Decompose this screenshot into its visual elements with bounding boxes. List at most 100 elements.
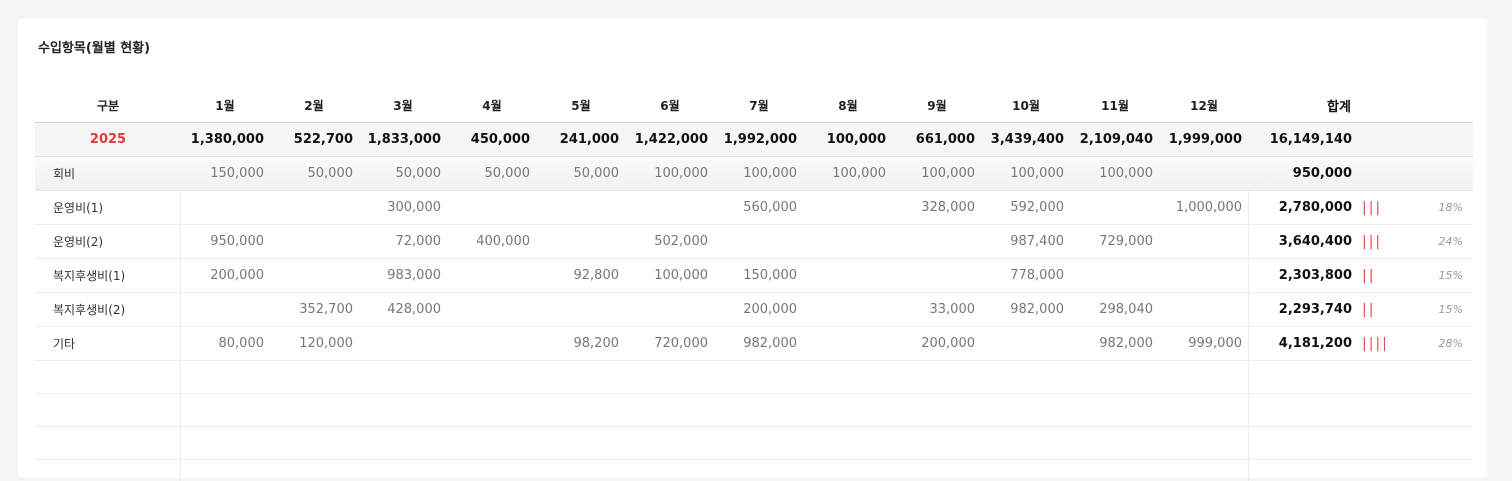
month-value [253, 259, 353, 292]
month-value: 592,000 [1010, 200, 1064, 215]
year-month-value: 2,109,040 [1079, 132, 1153, 147]
table-row[interactable]: 운영비(2) 950,000 72,000 400,000 502,000 987,400… [35, 225, 1473, 259]
month-value: 150,000 [743, 268, 797, 283]
month-value [1142, 157, 1242, 190]
table-row[interactable]: 기타 80,000 120,000 98,200 720,000 982,000 200,0… [35, 327, 1473, 361]
table-row[interactable]: 운영비(1) 300,000 560,000 328,000 592,000 1,000,… [35, 191, 1473, 225]
month-value [430, 327, 530, 360]
month-value: 100,000 [1099, 166, 1153, 181]
year-month-value: 450,000 [470, 132, 530, 147]
month-header: 9월 [927, 99, 947, 113]
month-value [1142, 225, 1242, 258]
month-value [786, 259, 886, 292]
row-total: 2,303,800 [1278, 268, 1352, 283]
row-total: 2,780,000 [1278, 200, 1352, 215]
income-table: 구분 합계 1월 2월 3월 4월 5월 6월 7월 8월 9월 10월 11월 12월 2025 1… [35, 89, 1473, 481]
month-value: 502,000 [654, 234, 708, 249]
table-header-row: 구분 합계 1월 2월 3월 4월 5월 6월 7월 8월 9월 10월 11월 12월 [35, 89, 1473, 123]
month-header: 11월 [1101, 99, 1129, 113]
month-value: 300,000 [387, 200, 441, 215]
year-total: 16,149,140 [1269, 132, 1352, 147]
month-header: 5월 [571, 99, 591, 113]
month-value [786, 327, 886, 360]
month-value: 200,000 [921, 336, 975, 351]
month-value [697, 225, 797, 258]
year-month-value: 1,833,000 [367, 132, 441, 147]
header-total: 합계 [1327, 100, 1351, 115]
month-value [164, 293, 264, 326]
header-label: 구분 [96, 99, 120, 113]
month-value: 200,000 [210, 268, 264, 283]
month-value: 120,000 [299, 336, 353, 351]
month-value [875, 225, 975, 258]
month-header: 7월 [749, 99, 769, 113]
row-total: 3,640,400 [1278, 234, 1352, 249]
share-percent: 18% [1438, 201, 1463, 214]
row-label: 기타 [53, 337, 76, 351]
month-value: 982,000 [743, 336, 797, 351]
month-value: 72,000 [395, 234, 442, 249]
share-percent: 15% [1438, 269, 1463, 282]
share-percent: 24% [1438, 235, 1463, 248]
year-month-value: 661,000 [915, 132, 975, 147]
row-label: 운영비(1) [53, 201, 104, 215]
month-value [964, 327, 1064, 360]
share-percent: 15% [1438, 303, 1463, 316]
month-value: 80,000 [218, 336, 265, 351]
share-percent [1405, 157, 1463, 190]
row-total: 4,181,200 [1278, 336, 1352, 351]
month-header: 8월 [838, 99, 858, 113]
year-label: 2025 [89, 132, 127, 147]
year-month-value: 3,439,400 [990, 132, 1064, 147]
row-label: 회비 [53, 167, 76, 181]
month-value [1053, 191, 1153, 224]
month-value [519, 191, 619, 224]
month-value: 982,000 [1010, 302, 1064, 317]
month-value: 298,040 [1099, 302, 1153, 317]
month-value: 200,000 [743, 302, 797, 317]
table-row[interactable]: 회비 150,000 50,000 50,000 50,000 50,000 100,000… [35, 157, 1473, 191]
month-header: 1월 [215, 99, 235, 113]
month-value [253, 191, 353, 224]
month-value [164, 191, 264, 224]
month-value: 92,800 [573, 268, 620, 283]
month-value: 100,000 [654, 268, 708, 283]
share-bars: || [1362, 267, 1376, 284]
month-value: 50,000 [307, 166, 354, 181]
month-value [341, 327, 441, 360]
month-value: 1,000,000 [1175, 200, 1242, 215]
month-value: 987,400 [1010, 234, 1064, 249]
row-total: 2,293,740 [1278, 302, 1352, 317]
month-header: 12월 [1190, 99, 1218, 113]
share-bars: ||| [1362, 199, 1383, 216]
month-value [786, 191, 886, 224]
month-value: 999,000 [1188, 336, 1242, 351]
month-value: 100,000 [1010, 166, 1064, 181]
month-header: 4월 [482, 99, 502, 113]
month-header: 2월 [304, 99, 324, 113]
table-row[interactable]: 복지후생비(2) 352,700 428,000 200,000 33,000 982,0… [35, 293, 1473, 327]
month-value: 100,000 [921, 166, 975, 181]
year-month-value: 522,700 [293, 132, 353, 147]
month-value [430, 293, 530, 326]
month-value: 950,000 [210, 234, 264, 249]
year-month-value: 100,000 [826, 132, 886, 147]
month-value: 50,000 [484, 166, 531, 181]
card-title: 수입항목(월별 현황) [38, 41, 151, 56]
income-card: 수입항목(월별 현황) 구분 합계 1월 2월 3월 4월 5월 6월 7월 8월 9월 10월 1… [18, 18, 1487, 481]
year-summary-row[interactable]: 2025 16,149,140 1,380,000 522,700 1,833,00… [35, 123, 1473, 157]
month-header: 6월 [660, 99, 680, 113]
month-value: 560,000 [743, 200, 797, 215]
month-value: 729,000 [1099, 234, 1153, 249]
month-value: 98,200 [573, 336, 620, 351]
row-label: 운영비(2) [53, 235, 104, 249]
year-month-value: 1,422,000 [634, 132, 708, 147]
share-percent: 28% [1438, 337, 1463, 350]
month-value [430, 259, 530, 292]
year-month-value: 241,000 [559, 132, 619, 147]
row-total: 950,000 [1292, 166, 1352, 181]
table-row[interactable]: 복지후생비(1) 200,000 983,000 92,800 100,000 150,0… [35, 259, 1473, 293]
month-value [608, 191, 708, 224]
empty-row [35, 427, 1473, 460]
share-bars: || [1362, 301, 1376, 318]
